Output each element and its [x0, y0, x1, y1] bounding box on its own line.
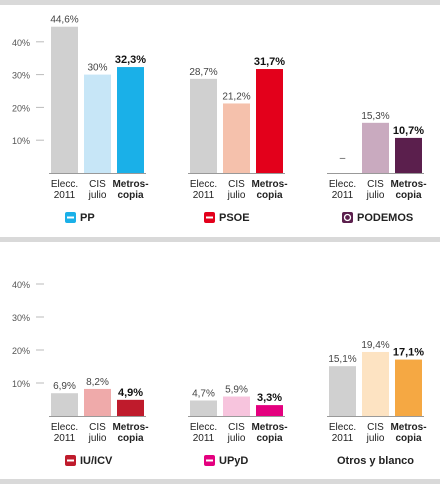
- category-label: Metros-: [390, 422, 426, 433]
- category-label: julio: [366, 190, 385, 201]
- category-label: Metros-: [390, 179, 426, 190]
- logo-mark-icon: [67, 216, 74, 219]
- category-label: 2011: [54, 433, 76, 444]
- data-label: 28,7%: [189, 67, 217, 78]
- bar: [362, 351, 389, 416]
- category-label: Elecc.: [51, 179, 78, 190]
- category-label: copia: [395, 433, 422, 444]
- data-label: 10,7%: [393, 125, 424, 137]
- category-label: CIS: [89, 179, 106, 190]
- data-label: 6,9%: [53, 381, 76, 392]
- category-label: 2011: [54, 190, 76, 201]
- category-label: copia: [117, 433, 144, 444]
- y-tick-label: 40%: [12, 280, 30, 290]
- category-label: julio: [88, 433, 107, 444]
- data-label: 5,9%: [225, 385, 248, 396]
- data-label: 32,3%: [115, 54, 146, 66]
- data-label: 4,7%: [192, 388, 215, 399]
- bar: [84, 74, 111, 173]
- bar: [362, 122, 389, 173]
- category-label: 2011: [193, 433, 215, 444]
- legend-label: PP: [80, 212, 95, 224]
- panel-divider: [0, 237, 440, 242]
- data-label: 31,7%: [254, 56, 285, 68]
- legend-label: PSOE: [219, 212, 250, 224]
- category-label: 2011: [193, 190, 215, 201]
- data-label: 44,6%: [50, 15, 78, 26]
- bar: [117, 399, 144, 416]
- top-border: [0, 0, 440, 5]
- y-tick-label: 30%: [12, 71, 30, 81]
- data-label: 15,1%: [328, 354, 356, 365]
- category-label: copia: [256, 433, 283, 444]
- legend-label: UPyD: [219, 455, 248, 467]
- bar: [256, 69, 283, 173]
- category-label: copia: [117, 190, 144, 201]
- bar: [395, 137, 422, 173]
- bar: [329, 366, 356, 416]
- category-label: CIS: [367, 179, 384, 190]
- data-label: –: [340, 153, 346, 164]
- data-label: 3,3%: [257, 392, 282, 404]
- category-label: CIS: [228, 179, 245, 190]
- category-label: Elecc.: [190, 422, 217, 433]
- bar: [84, 388, 111, 416]
- podemos-logo-icon: [342, 212, 353, 223]
- bar: [117, 67, 144, 173]
- data-label: 4,9%: [118, 387, 143, 399]
- podemos-circle-icon: [343, 213, 352, 222]
- y-tick-label: 10%: [12, 136, 30, 146]
- logo-mark-icon: [67, 459, 74, 462]
- bar: [51, 393, 78, 416]
- category-label: Metros-: [112, 179, 148, 190]
- category-label: Metros-: [112, 422, 148, 433]
- legend-label: PODEMOS: [357, 212, 413, 224]
- category-label: julio: [366, 433, 385, 444]
- y-tick-label: 30%: [12, 313, 30, 323]
- category-label: Metros-: [251, 179, 287, 190]
- y-tick-label: 40%: [12, 38, 30, 48]
- category-label: CIS: [228, 422, 245, 433]
- data-label: 19,4%: [361, 340, 389, 351]
- y-tick-label: 10%: [12, 379, 30, 389]
- bar: [190, 400, 217, 416]
- bar: [256, 405, 283, 416]
- bar: [190, 78, 217, 173]
- y-tick-label: 20%: [12, 103, 30, 113]
- legend-label: Otros y blanco: [337, 455, 414, 467]
- logo-mark-icon: [206, 459, 213, 462]
- data-label: 15,3%: [361, 111, 389, 122]
- category-label: Elecc.: [190, 179, 217, 190]
- category-label: Elecc.: [329, 179, 356, 190]
- bar: [223, 103, 250, 173]
- data-label: 30%: [87, 63, 107, 74]
- data-label: 21,2%: [222, 91, 250, 102]
- category-label: CIS: [367, 422, 384, 433]
- bar: [223, 396, 250, 416]
- category-label: Elecc.: [329, 422, 356, 433]
- category-label: julio: [227, 433, 246, 444]
- category-label: Metros-: [251, 422, 287, 433]
- category-label: julio: [88, 190, 107, 201]
- legend-label: IU/ICV: [80, 455, 113, 467]
- bar: [51, 26, 78, 173]
- category-label: 2011: [332, 190, 354, 201]
- data-label: 8,2%: [86, 377, 109, 388]
- bar: [395, 359, 422, 416]
- logo-mark-icon: [206, 216, 213, 219]
- y-tick-label: 20%: [12, 346, 30, 356]
- data-label: 17,1%: [393, 347, 424, 359]
- category-label: copia: [395, 190, 422, 201]
- category-label: CIS: [89, 422, 106, 433]
- category-label: julio: [227, 190, 246, 201]
- bottom-border: [0, 479, 440, 484]
- category-label: 2011: [332, 433, 354, 444]
- category-label: Elecc.: [51, 422, 78, 433]
- category-label: copia: [256, 190, 283, 201]
